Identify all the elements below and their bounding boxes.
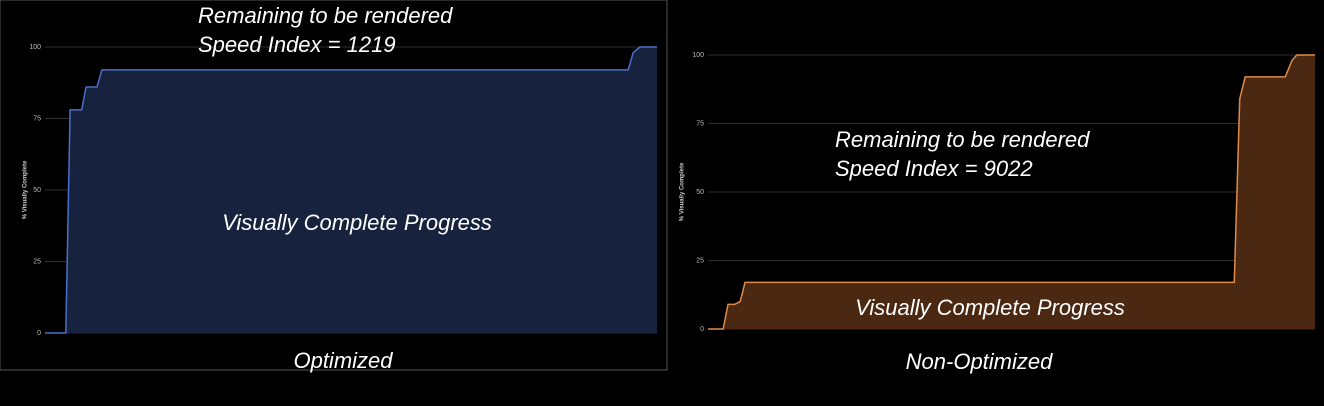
area-fill — [708, 55, 1315, 329]
caption: Non-Optimized — [906, 349, 1053, 374]
annotation: Remaining to be rendered — [198, 3, 453, 28]
area-line — [45, 46, 657, 334]
y-tick-label: 75 — [33, 115, 41, 122]
area-fill — [45, 47, 657, 333]
y-tick-label: 0 — [700, 326, 704, 333]
y-tick-label: 25 — [696, 257, 704, 264]
y-axis-label: % Visually Complete — [680, 162, 686, 221]
annotation: Visually Complete Progress — [222, 210, 492, 235]
annotation: Remaining to be rendered — [835, 127, 1090, 152]
y-tick-label: 25 — [33, 258, 41, 265]
area-line — [708, 54, 1315, 330]
y-tick-label: 0 — [37, 330, 41, 337]
y-axis-label: % Visually Complete — [23, 160, 29, 219]
annotation: Speed Index = 1219 — [198, 32, 396, 57]
caption: Optimized — [293, 348, 393, 373]
y-tick-label: 50 — [696, 189, 704, 196]
y-tick-label: 75 — [696, 120, 704, 127]
y-tick-label: 50 — [33, 187, 41, 194]
y-tick-label: 100 — [29, 44, 41, 51]
annotation: Speed Index = 9022 — [835, 156, 1033, 181]
y-tick-label: 100 — [692, 52, 704, 59]
annotation: Visually Complete Progress — [855, 295, 1125, 320]
